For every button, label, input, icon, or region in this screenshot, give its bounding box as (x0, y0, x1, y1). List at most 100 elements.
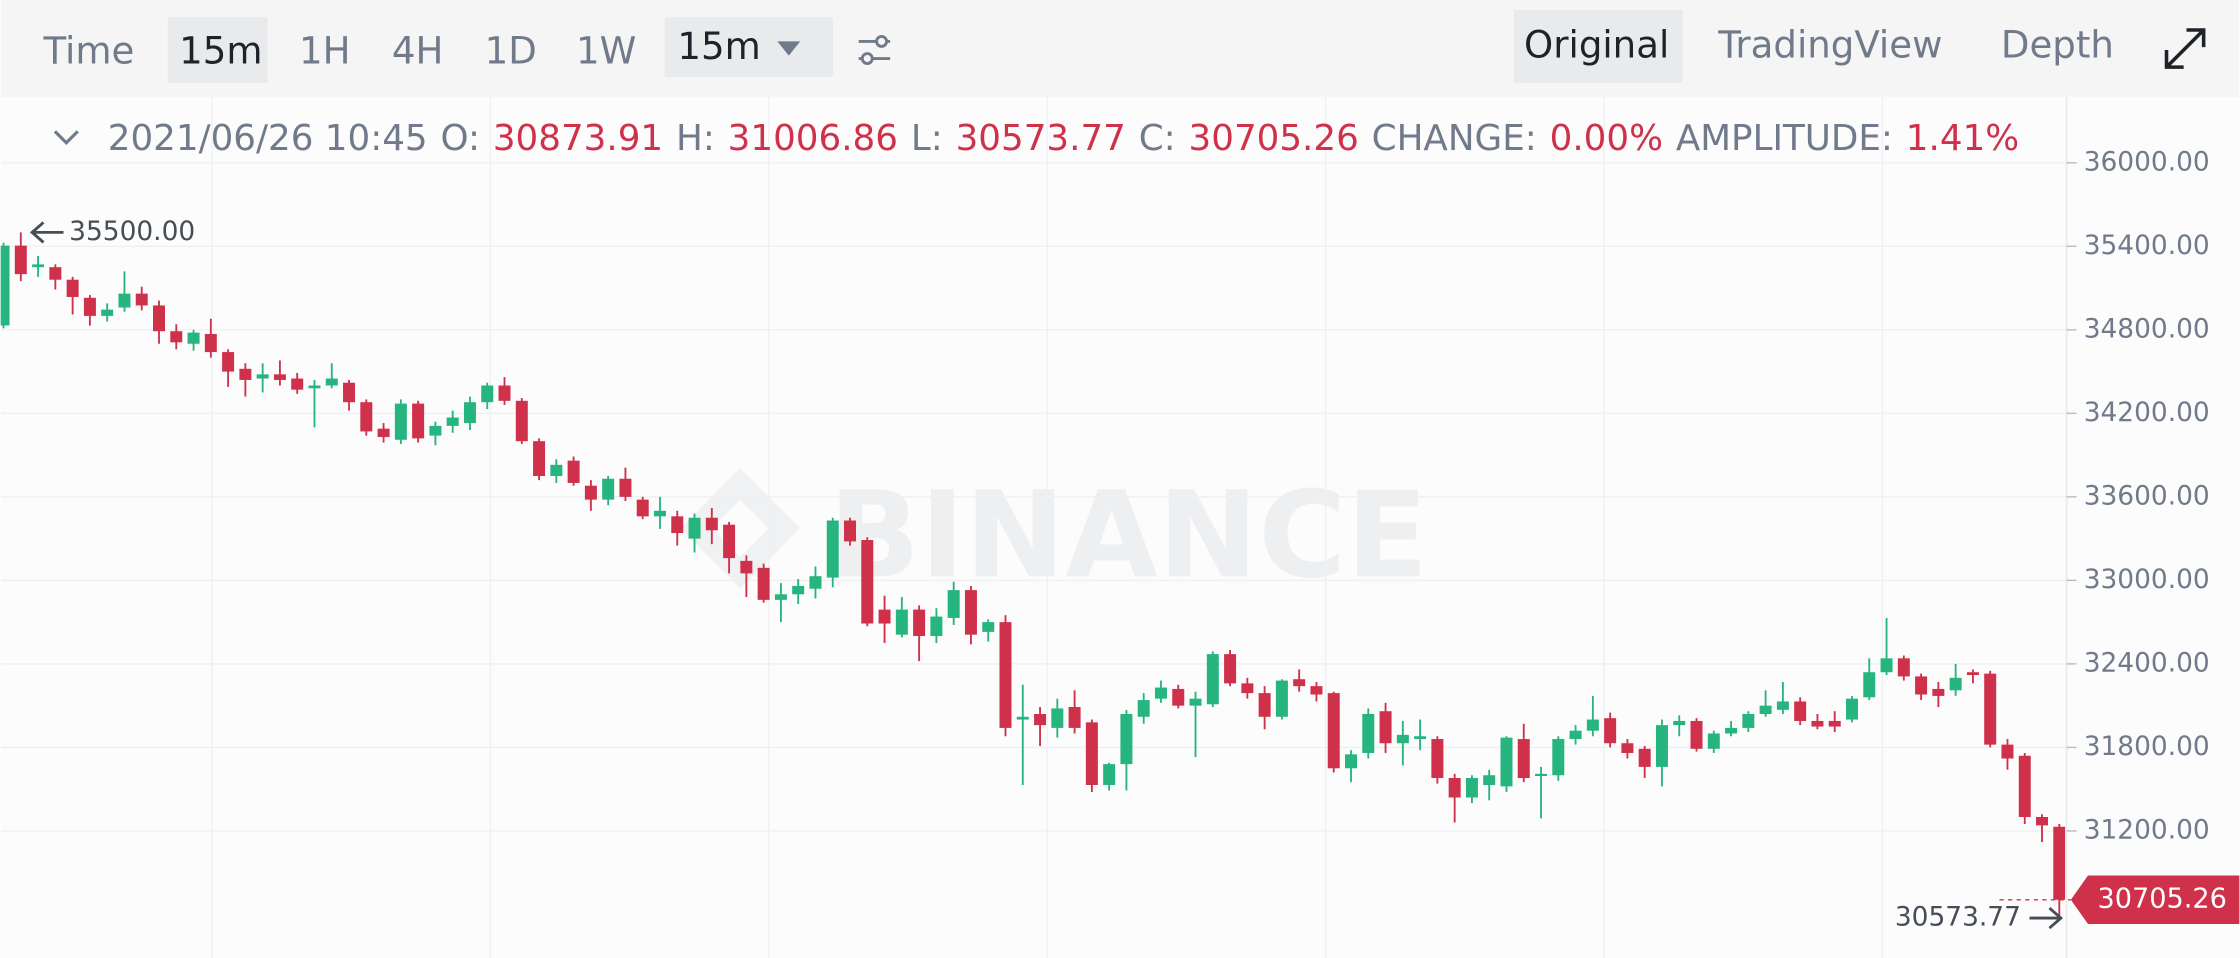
candle-body (515, 400, 528, 442)
fullscreen-icon[interactable] (2164, 28, 2206, 69)
last-price-label: 30705.26 (2098, 883, 2227, 914)
candle-body (1725, 727, 1738, 734)
candle-body (861, 540, 874, 624)
candle-body (1673, 720, 1686, 726)
candle-body (964, 590, 977, 635)
view-tab[interactable]: Original (1524, 24, 1669, 67)
watermark: BINANCE (829, 467, 1428, 606)
candle-body (1552, 739, 1565, 776)
candle-body (757, 567, 770, 600)
candle-body (256, 374, 269, 379)
candle-body (705, 517, 718, 531)
candle-body (1500, 737, 1513, 787)
y-tick-label: 31800.00 (2084, 731, 2210, 762)
candle-body (291, 378, 304, 390)
candle-body (135, 293, 148, 306)
candle-body (723, 524, 736, 559)
candle-body (533, 441, 546, 476)
candle-body (1396, 734, 1409, 744)
candle-body (343, 382, 356, 403)
candle-body (1845, 698, 1858, 720)
candle-body (947, 590, 960, 618)
candle-body (1897, 658, 1910, 677)
header-datetime: 2021/06/26 10:45 (108, 118, 428, 159)
y-tick-label: 33000.00 (2084, 564, 2210, 595)
candle-body (32, 264, 45, 268)
candle-body (602, 478, 615, 500)
candle-body (1776, 701, 1789, 710)
collapse-chevron[interactable] (53, 130, 79, 145)
candle-body (2001, 744, 2014, 759)
candle-body (1880, 658, 1893, 673)
candle-body (446, 417, 459, 426)
candle-body (2053, 826, 2066, 900)
candle-body (982, 622, 995, 632)
candle-body (636, 499, 649, 517)
interval-button[interactable]: 15m (179, 29, 262, 72)
candle-body (463, 402, 476, 424)
candle-body (1569, 730, 1582, 740)
candle-body (187, 332, 200, 344)
active-interval-bg (167, 17, 268, 83)
candle-body (1811, 720, 1824, 727)
candle-body (308, 385, 321, 389)
interval-button[interactable]: 1H (299, 29, 351, 72)
candle-body (14, 245, 27, 275)
candle-body (204, 333, 217, 353)
candle-body (1137, 700, 1150, 717)
candle-body (1707, 733, 1720, 749)
header-value: 1.41% (1906, 118, 2019, 159)
interval-button[interactable]: 1W (576, 29, 636, 72)
interval-dropdown[interactable]: 15m (677, 25, 760, 68)
y-tick-label: 31200.00 (2084, 814, 2210, 845)
view-tab[interactable]: Depth (2001, 24, 2114, 67)
candle-body (792, 585, 805, 595)
candle-body (619, 478, 632, 497)
interval-button[interactable]: 1D (485, 29, 537, 72)
candle-body (1828, 720, 1841, 727)
candle-body (1241, 683, 1254, 694)
settings-icon[interactable] (858, 34, 891, 65)
header-value: 30573.77 (956, 118, 1126, 159)
view-tab[interactable]: TradingView (1717, 24, 1942, 67)
candle-body (1794, 701, 1807, 721)
y-tick-label: 34800.00 (2084, 313, 2210, 344)
header-label: CHANGE: (1372, 118, 1537, 159)
header-value: 30705.26 (1189, 118, 1359, 159)
candle-body (1621, 743, 1634, 753)
candle-body (1103, 764, 1116, 785)
candle-body (1034, 713, 1047, 726)
candle-body (2018, 755, 2031, 817)
dropdown-bg (664, 17, 834, 78)
candle-body (83, 297, 96, 316)
candle-body (1966, 672, 1979, 676)
min-marker-arrow (2029, 907, 2064, 930)
candle-body (1742, 713, 1755, 728)
candle-body (239, 368, 252, 380)
y-tick-label: 32400.00 (2084, 647, 2210, 678)
candle-body (412, 403, 425, 439)
candle-body (1224, 654, 1237, 684)
active-view-bg (1514, 9, 1683, 83)
candle-body (394, 403, 407, 440)
candle-body (325, 378, 338, 386)
candle-body (1638, 748, 1651, 767)
watermark-logo (680, 468, 801, 589)
max-marker-arrow (29, 221, 64, 244)
header-label: H: (676, 118, 715, 159)
candle-body (740, 560, 753, 574)
candle-body (567, 460, 580, 483)
vertical-grid (211, 97, 1884, 958)
header-label: L: (911, 118, 943, 159)
candle-body (1154, 687, 1167, 699)
plot-area (0, 97, 2240, 958)
candle-body (1483, 775, 1496, 785)
candle-body (809, 576, 822, 589)
candle-body (1863, 672, 1876, 698)
interval-button[interactable]: 4H (392, 29, 444, 72)
candle-body (153, 305, 165, 332)
candle-body (826, 520, 839, 578)
interval-button[interactable]: Time (42, 29, 134, 72)
candle-body (1759, 705, 1772, 714)
